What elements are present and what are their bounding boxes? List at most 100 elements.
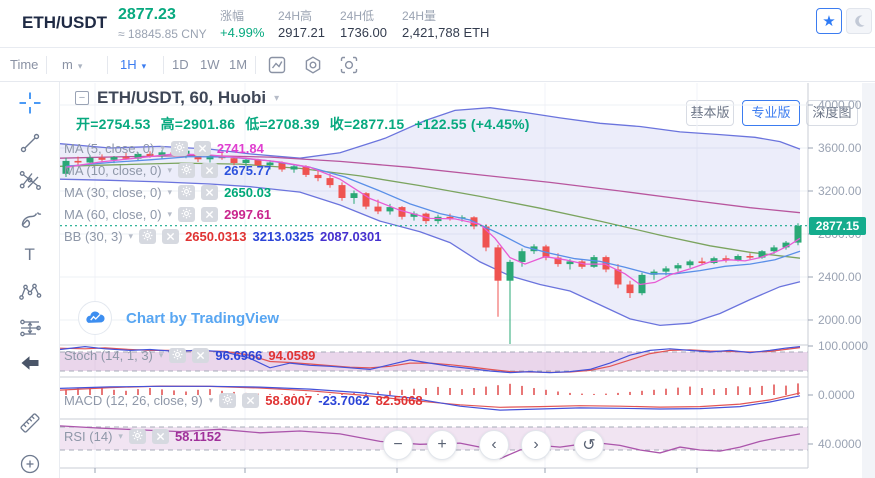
indicator-remove-button[interactable] bbox=[193, 140, 211, 156]
overlay-legend-row: MA (30, close, 0) ▾ 2650.03 bbox=[64, 183, 271, 201]
gear-icon bbox=[222, 393, 233, 408]
text-icon: T bbox=[18, 242, 42, 271]
pitchfork-icon bbox=[18, 168, 42, 197]
interval-minutes-dropdown[interactable]: m ▾ bbox=[62, 57, 83, 72]
chevron-down-icon[interactable]: ▾ bbox=[274, 92, 280, 104]
ohlc-change: +122.55 (+4.45%) bbox=[414, 116, 530, 132]
tool-trend-line[interactable] bbox=[16, 131, 44, 159]
crosshair-icon bbox=[17, 90, 43, 121]
indicator-value: 58.8007 bbox=[265, 392, 313, 408]
toolbar-divider bbox=[107, 56, 108, 74]
indicator-remove-button[interactable] bbox=[162, 228, 180, 244]
chart-toolbar: Time m ▾ 1H ▾ 1D 1W 1M 基本版 专业版 深度图 bbox=[0, 48, 875, 126]
close-icon bbox=[198, 141, 207, 156]
close-icon bbox=[205, 207, 214, 222]
indicator-settings-button[interactable] bbox=[169, 347, 187, 363]
tool-ruler[interactable] bbox=[16, 411, 44, 439]
tradingview-link[interactable]: Chart by TradingView bbox=[126, 309, 280, 327]
tool-crosshair[interactable] bbox=[16, 91, 44, 119]
drawing-toolbar: T bbox=[0, 82, 60, 478]
indicator-remove-button[interactable] bbox=[201, 184, 219, 200]
screenshot-icon[interactable] bbox=[339, 55, 359, 75]
chevron-down-icon[interactable]: ▾ bbox=[208, 394, 214, 405]
tool-text[interactable]: T bbox=[16, 242, 44, 270]
indicator-name: MA (10, close, 0) bbox=[64, 162, 162, 178]
indicator-settings-button[interactable] bbox=[128, 428, 146, 444]
chevron-down-icon[interactable]: ▾ bbox=[158, 349, 164, 360]
pattern-icon bbox=[18, 280, 42, 309]
basic-version-button[interactable]: 基本版 bbox=[686, 100, 734, 126]
reset-button[interactable]: ↺ bbox=[574, 430, 604, 460]
tool-zoom-in[interactable] bbox=[16, 452, 44, 478]
collapse-legend-icon[interactable]: − bbox=[75, 91, 89, 105]
last-price: 2877.23 bbox=[118, 6, 176, 23]
chevron-down-icon[interactable]: ▾ bbox=[167, 164, 173, 175]
ruler-icon bbox=[17, 410, 43, 441]
indicator-remove-button[interactable] bbox=[192, 347, 210, 363]
sub-indicator-legend-row: RSI (14) ▾ 58.1152 bbox=[64, 427, 221, 445]
indicator-value: 3213.0325 bbox=[252, 228, 314, 244]
back-icon bbox=[18, 351, 42, 380]
tool-back[interactable] bbox=[16, 351, 44, 379]
tool-pitchfork[interactable] bbox=[16, 168, 44, 196]
interval-1d-button[interactable]: 1D bbox=[172, 57, 189, 72]
zoom-out-icon: − bbox=[393, 436, 403, 453]
indicator-remove-button[interactable] bbox=[151, 428, 169, 444]
last-price-tag: 2877.15 bbox=[809, 217, 866, 235]
pan-left-button[interactable]: ‹ bbox=[479, 430, 509, 460]
toolbar-divider bbox=[46, 56, 47, 74]
pan-right-button[interactable]: › bbox=[521, 430, 551, 460]
pair-symbol: ETH/USDT bbox=[22, 13, 107, 32]
indicator-icon[interactable] bbox=[267, 55, 287, 75]
stat-volume-value: 2,421,788 ETH bbox=[402, 25, 490, 40]
chevron-down-icon[interactable]: ▾ bbox=[167, 186, 173, 197]
gear-icon bbox=[181, 163, 192, 178]
stat-low-label: 24H低 bbox=[340, 9, 375, 23]
indicator-remove-button[interactable] bbox=[201, 206, 219, 222]
indicator-value: 58.1152 bbox=[174, 428, 222, 444]
price-axis-tick: 4000.00 bbox=[818, 98, 862, 112]
gear-icon bbox=[172, 348, 183, 363]
ohlc-pair: 收=2877.15 bbox=[329, 116, 405, 132]
interval-1h-dropdown[interactable]: 1H ▾ bbox=[120, 57, 147, 72]
indicator-settings-button[interactable] bbox=[178, 162, 196, 178]
chevron-down-icon[interactable]: ▾ bbox=[128, 230, 134, 241]
indicator-value: 96.6966 bbox=[215, 347, 263, 363]
chevron-down-icon[interactable]: ▾ bbox=[160, 142, 165, 153]
pro-version-button[interactable]: 专业版 bbox=[742, 100, 800, 126]
indicator-settings-button[interactable] bbox=[219, 392, 237, 408]
interval-1m-button[interactable]: 1M bbox=[229, 57, 248, 72]
indicator-settings-button[interactable] bbox=[178, 184, 196, 200]
sub-indicator-legend-row: MACD (12, 26, close, 9) ▾ 58.8007 -23.7062 8… bbox=[64, 391, 423, 409]
tool-pattern[interactable] bbox=[16, 280, 44, 308]
overlay-legend-row: MA (10, close, 0) ▾ 2675.77 bbox=[64, 161, 271, 179]
close-icon bbox=[156, 429, 165, 444]
indicator-settings-button[interactable] bbox=[139, 228, 157, 244]
close-icon bbox=[246, 393, 255, 408]
depth-chart-button[interactable]: 深度图 bbox=[806, 100, 858, 126]
tool-forecast[interactable] bbox=[16, 316, 44, 344]
indicator-settings-button[interactable] bbox=[170, 140, 188, 156]
zoom-in-button[interactable]: + bbox=[427, 430, 457, 460]
forecast-icon bbox=[18, 316, 42, 345]
indicator-settings-button[interactable] bbox=[178, 206, 196, 222]
settings-hexagon-icon[interactable] bbox=[303, 55, 323, 75]
chevron-down-icon[interactable]: ▾ bbox=[167, 208, 173, 219]
favorite-button[interactable]: ★ bbox=[816, 8, 842, 34]
interval-1w-button[interactable]: 1W bbox=[200, 57, 220, 72]
zoom-out-button[interactable]: − bbox=[383, 430, 413, 460]
chevron-down-icon[interactable]: ▾ bbox=[118, 430, 123, 441]
indicator-value: 82.5068 bbox=[375, 392, 423, 408]
tool-brush[interactable] bbox=[16, 207, 44, 235]
gear-icon bbox=[132, 429, 143, 444]
indicator-name: MA (5, close, 0) bbox=[64, 140, 155, 156]
moon-icon bbox=[855, 15, 865, 27]
toolbar-divider bbox=[163, 56, 164, 74]
theme-toggle-button[interactable] bbox=[846, 8, 872, 34]
chevron-down-icon: ▾ bbox=[141, 61, 147, 71]
indicator-remove-button[interactable] bbox=[201, 162, 219, 178]
indicator-remove-button[interactable] bbox=[242, 392, 260, 408]
gear-icon bbox=[174, 141, 185, 156]
pan-left-icon: ‹ bbox=[491, 436, 497, 453]
